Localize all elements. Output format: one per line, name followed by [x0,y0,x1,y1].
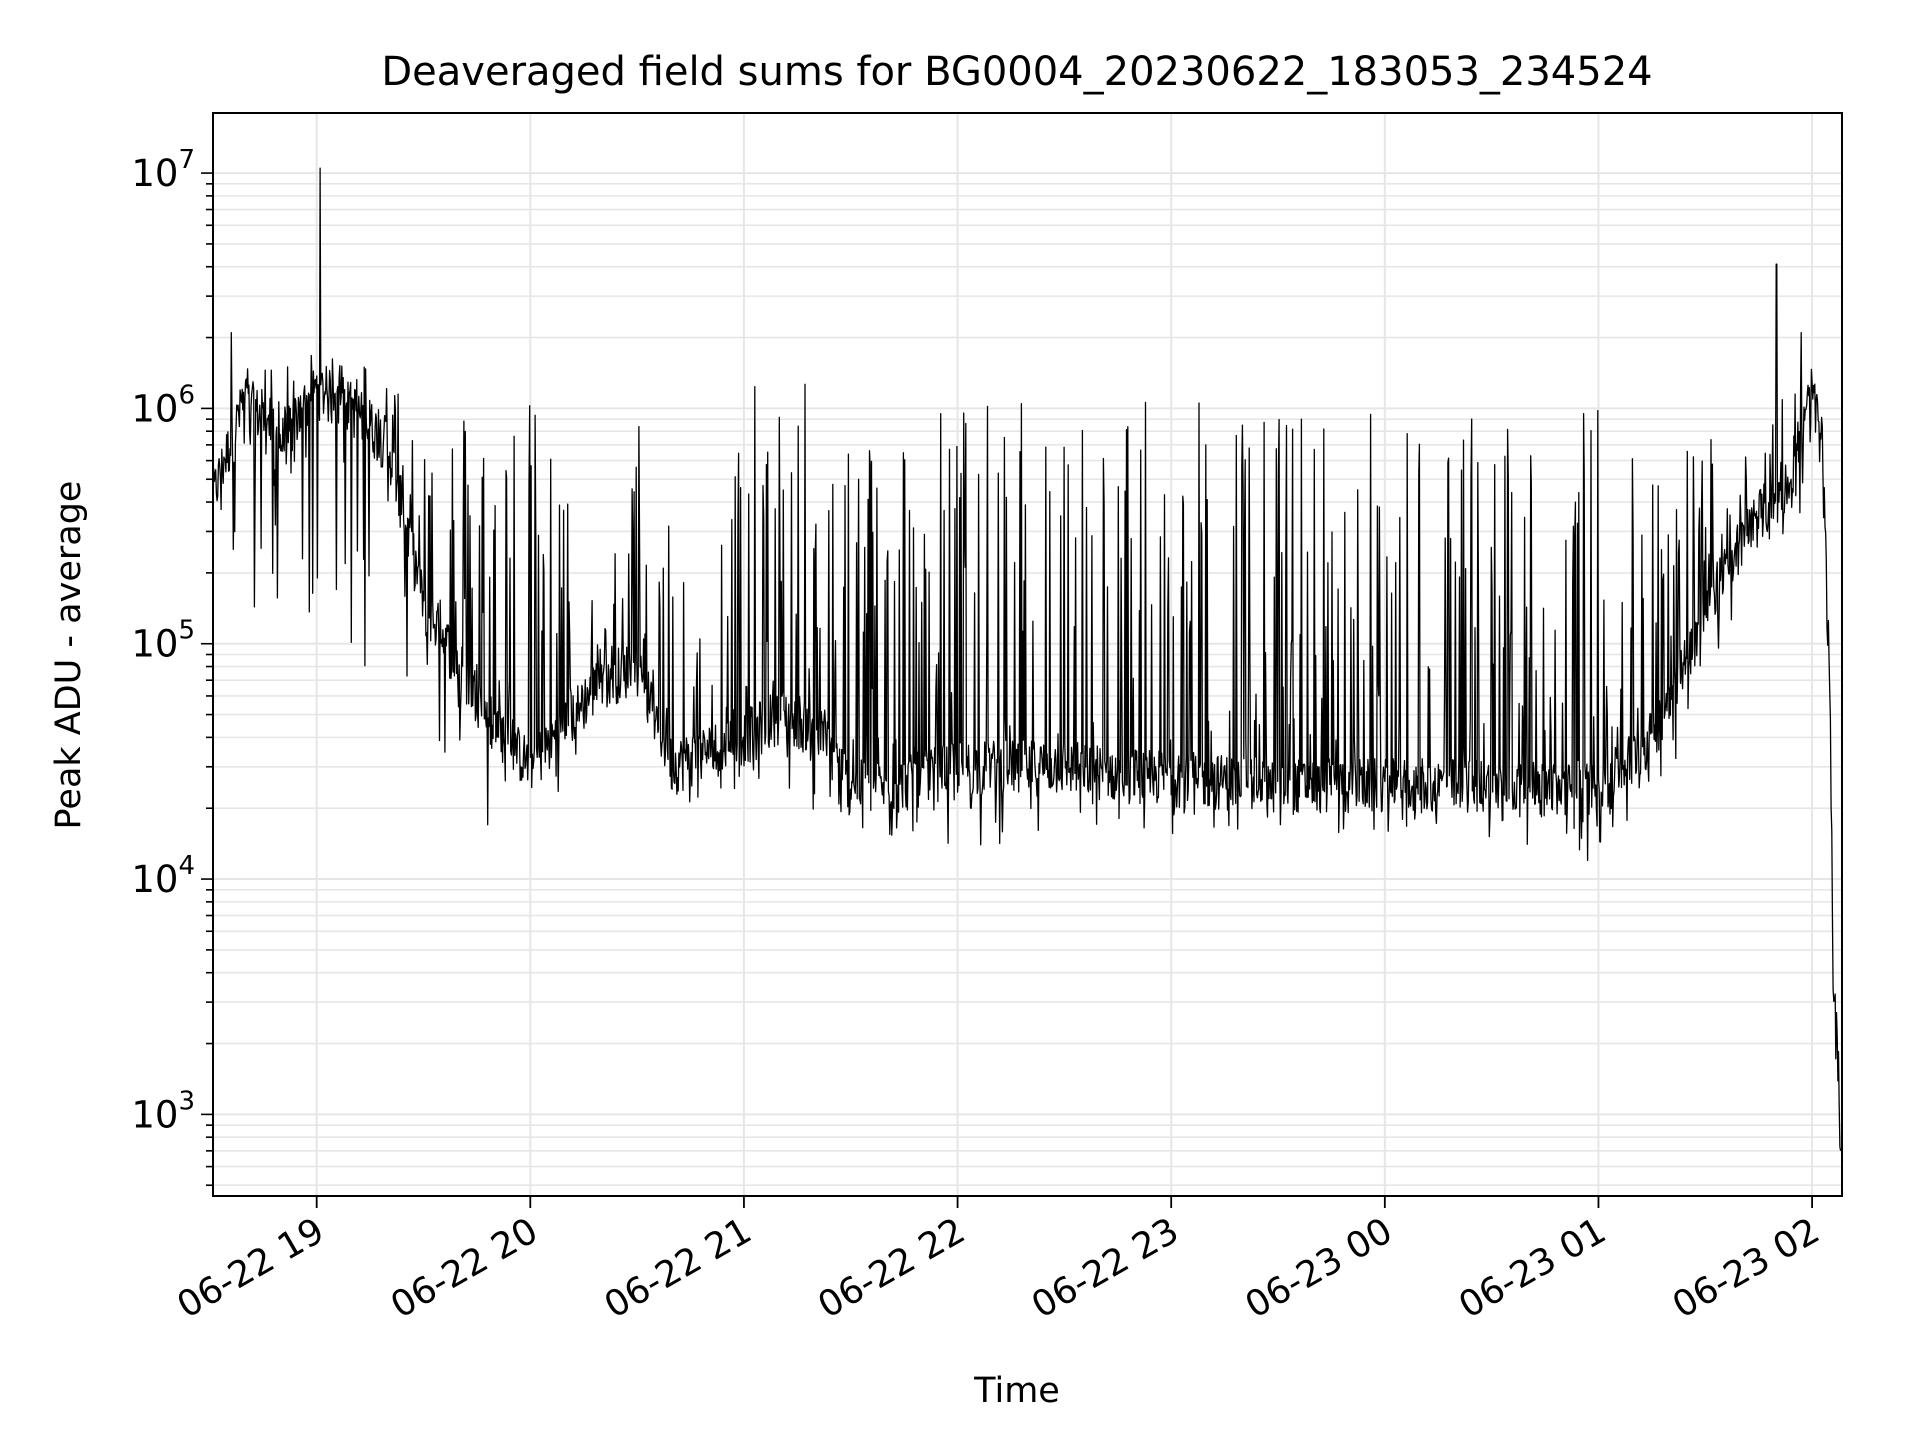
y-tick-label: 106 [131,380,195,430]
series-line [213,167,1842,1151]
chart-title: Deaveraged field sums for BG0004_2023062… [381,49,1652,95]
x-axis-label: Time [973,1371,1060,1411]
y-tick-base: 10 [131,858,178,901]
y-tick-label: 103 [131,1086,195,1136]
y-tick-base: 10 [131,1093,178,1136]
y-tick-base: 10 [131,387,178,430]
y-tick-base: 10 [131,152,178,195]
y-tick-exponent: 4 [178,851,195,881]
series-layer [213,167,1842,1151]
y-tick-exponent: 7 [178,145,195,175]
y-tick-exponent: 5 [178,616,195,646]
y-tick-label: 105 [131,616,195,666]
y-tick-exponent: 3 [178,1086,195,1116]
y-tick-base: 10 [131,623,178,666]
y-tick-label: 104 [131,851,195,901]
y-axis-label: Peak ADU - average [49,481,89,830]
grid-layer [213,113,1842,1196]
y-tick-label: 107 [131,145,195,195]
y-tick-exponent: 6 [178,380,195,410]
